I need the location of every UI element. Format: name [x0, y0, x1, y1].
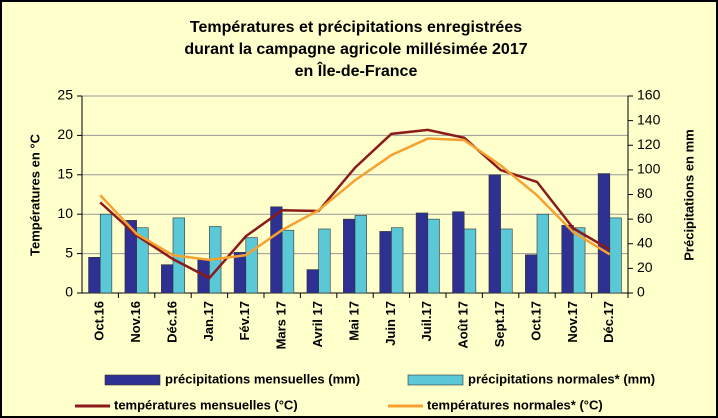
x-tick-label: Sept.17: [492, 301, 507, 347]
y-tick-label: 10: [57, 205, 73, 221]
bar: [561, 224, 574, 294]
bar: [597, 173, 611, 294]
line: [99, 137, 611, 262]
bar: [306, 269, 319, 294]
bar: [161, 264, 174, 294]
y2-axis-title: Précipitations en mm: [681, 129, 696, 260]
bar: [415, 212, 429, 294]
bar: [609, 217, 622, 294]
bar: [391, 227, 404, 294]
bar: [270, 206, 283, 294]
y-tick-label: 15: [57, 166, 73, 182]
legend-swatch: [407, 374, 464, 386]
x-tick-label: Juil.17: [419, 301, 434, 341]
bar: [427, 218, 440, 294]
x-tick-label: Nov.16: [128, 301, 143, 343]
chart-title: durant la campagne agricole millésimée 2…: [184, 41, 527, 58]
bar: [536, 213, 549, 294]
x-tick-label: Nov.17: [565, 301, 580, 343]
y2-tick-label: 0: [637, 284, 645, 300]
x-tick-label: Déc.17: [601, 301, 616, 343]
bar: [88, 256, 101, 294]
bar: [99, 213, 113, 294]
y-tick-label: 5: [65, 244, 73, 260]
y2-tick-label: 140: [637, 111, 661, 127]
x-tick-label: Oct.17: [528, 301, 543, 341]
y2-tick-label: 100: [637, 161, 661, 177]
x-tick-label: Juin 17: [383, 301, 398, 346]
legend-label: précipitations normales* (mm): [468, 371, 655, 386]
bar: [343, 218, 356, 294]
legend-label: températures mensuelles (°C): [114, 397, 298, 412]
x-tick-label: Oct.16: [92, 301, 107, 341]
legend-label: températures normales* (°C): [427, 397, 603, 412]
legend-swatch: [104, 374, 161, 386]
bar: [573, 227, 586, 294]
y2-tick-label: 60: [637, 210, 653, 226]
y2-tick-label: 20: [637, 259, 653, 275]
y2-tick-label: 80: [637, 185, 653, 201]
bar: [281, 229, 295, 294]
y-tick-label: 20: [57, 126, 73, 142]
x-tick-label: Mars 17: [274, 301, 289, 349]
x-tick-label: Août 17: [456, 301, 471, 349]
bar: [500, 228, 513, 294]
bar: [245, 237, 258, 294]
bar: [136, 227, 149, 294]
bar: [452, 211, 465, 294]
bar: [488, 174, 501, 294]
y-tick-label: 0: [65, 284, 73, 300]
x-tick-label: Déc.16: [164, 301, 179, 343]
y2-tick-label: 40: [637, 234, 653, 250]
bar: [525, 254, 538, 294]
bar: [233, 252, 247, 294]
y-axis-title: Températures en °C: [27, 133, 42, 256]
y2-tick-label: 120: [637, 136, 661, 152]
chart-title: Températures et précipitations enregistr…: [190, 19, 522, 36]
bar: [379, 231, 392, 294]
x-tick-label: Fév.17: [237, 301, 252, 341]
line: [99, 128, 611, 280]
bar: [354, 215, 367, 294]
chart-title: en Île-de-France: [295, 61, 418, 80]
x-tick-label: Mai 17: [346, 301, 361, 341]
x-tick-label: Avril 17: [310, 301, 325, 348]
bar: [318, 228, 331, 294]
y2-tick-label: 160: [637, 87, 661, 103]
x-tick-label: Jan.17: [201, 301, 216, 341]
bar: [463, 228, 477, 294]
y-tick-label: 25: [57, 87, 73, 103]
legend-label: précipitations mensuelles (mm): [165, 371, 360, 386]
